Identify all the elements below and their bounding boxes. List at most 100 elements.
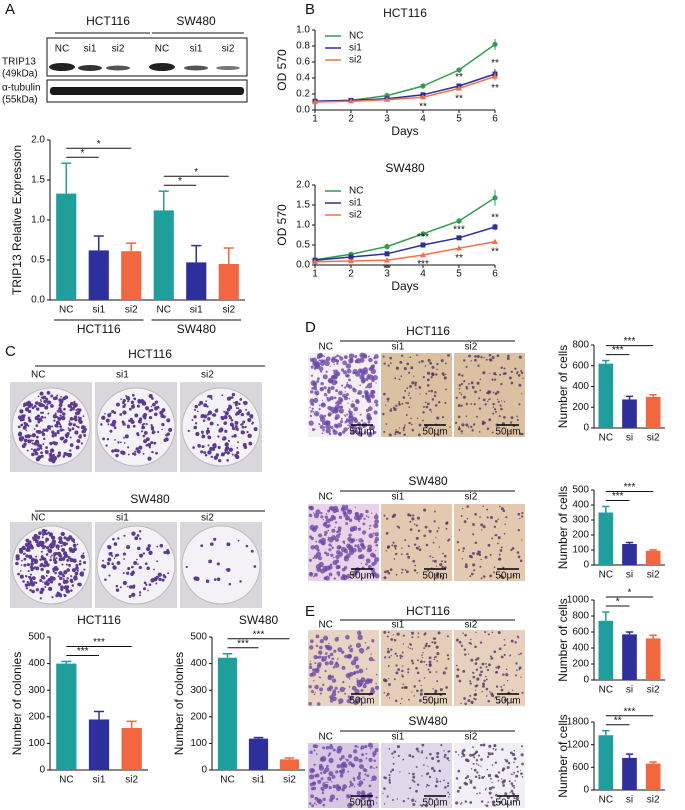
cell xyxy=(482,398,486,402)
cell xyxy=(338,355,342,359)
bar xyxy=(121,251,142,300)
cell xyxy=(442,552,444,555)
colony xyxy=(29,580,34,584)
cell xyxy=(470,360,472,362)
series-line xyxy=(314,73,496,102)
cell xyxy=(395,404,398,407)
colony xyxy=(148,550,153,555)
cell xyxy=(346,413,349,416)
cell xyxy=(435,565,438,567)
cell xyxy=(417,636,420,638)
cell xyxy=(492,412,495,415)
colony xyxy=(167,572,170,575)
x-tick-label: 3 xyxy=(384,269,390,280)
colony xyxy=(209,421,214,426)
cell xyxy=(365,752,368,755)
cell xyxy=(439,688,443,692)
colony xyxy=(251,421,254,424)
protein-name: α-tubulin xyxy=(2,83,41,94)
colony xyxy=(36,414,41,418)
band xyxy=(216,66,240,70)
cell xyxy=(346,795,350,799)
cell xyxy=(368,757,373,763)
cell xyxy=(385,694,388,697)
cell xyxy=(510,639,514,643)
cell xyxy=(458,384,462,387)
colony xyxy=(29,543,33,546)
cell xyxy=(322,428,325,432)
colony xyxy=(47,531,50,535)
colony xyxy=(42,395,47,400)
y-tick-label: 0.0 xyxy=(31,295,45,306)
colony xyxy=(51,576,56,581)
cell xyxy=(357,527,361,531)
cell xyxy=(415,546,419,550)
colony xyxy=(234,453,238,458)
point xyxy=(312,258,318,264)
cell xyxy=(472,762,475,765)
cell xyxy=(344,386,347,389)
cell xyxy=(422,419,424,422)
cell xyxy=(457,769,461,773)
colony xyxy=(67,556,71,560)
cell xyxy=(315,804,318,806)
colony xyxy=(48,426,51,429)
cell xyxy=(308,802,312,805)
cell xyxy=(464,565,468,569)
colony xyxy=(49,441,53,446)
cell xyxy=(389,568,393,571)
cell xyxy=(470,768,473,770)
cell xyxy=(403,426,406,428)
cell xyxy=(317,799,323,805)
cell xyxy=(432,541,435,544)
cell xyxy=(440,560,443,563)
cell xyxy=(416,671,420,675)
cell xyxy=(447,539,450,542)
cell xyxy=(383,576,387,580)
cell xyxy=(434,404,438,407)
cell xyxy=(491,378,494,381)
cell xyxy=(350,528,354,532)
colony xyxy=(165,433,169,437)
cell xyxy=(411,755,415,759)
cell xyxy=(511,547,515,550)
colony xyxy=(119,586,122,589)
cell xyxy=(324,530,328,535)
cell xyxy=(360,677,366,683)
cell xyxy=(496,775,499,779)
cell xyxy=(411,648,413,650)
cell xyxy=(373,523,379,529)
cell xyxy=(366,774,370,778)
cell xyxy=(521,691,524,694)
cell xyxy=(486,768,489,771)
cell xyxy=(433,641,437,645)
colony xyxy=(37,419,40,423)
cell xyxy=(417,529,421,533)
cell xyxy=(348,761,353,766)
cell xyxy=(328,785,332,790)
point xyxy=(456,245,462,251)
colony xyxy=(69,443,74,447)
colony xyxy=(150,424,153,427)
cell xyxy=(313,655,318,660)
x-tick-label: si1 xyxy=(93,775,106,786)
colony xyxy=(25,401,30,406)
colony xyxy=(200,450,204,454)
colony xyxy=(115,584,119,588)
colony xyxy=(159,543,164,548)
cell xyxy=(409,397,412,400)
cell xyxy=(461,507,464,510)
colony xyxy=(24,434,28,438)
colony xyxy=(228,582,232,586)
cell xyxy=(518,666,522,670)
lane-label: si2 xyxy=(222,44,235,55)
cell xyxy=(462,395,466,399)
cell xyxy=(478,774,481,777)
y-tick-label: 400 xyxy=(190,658,207,669)
cell xyxy=(482,371,486,375)
colony xyxy=(111,562,114,565)
cell xyxy=(402,396,406,399)
colony xyxy=(248,441,253,446)
colony xyxy=(17,415,23,420)
cell xyxy=(435,645,439,649)
